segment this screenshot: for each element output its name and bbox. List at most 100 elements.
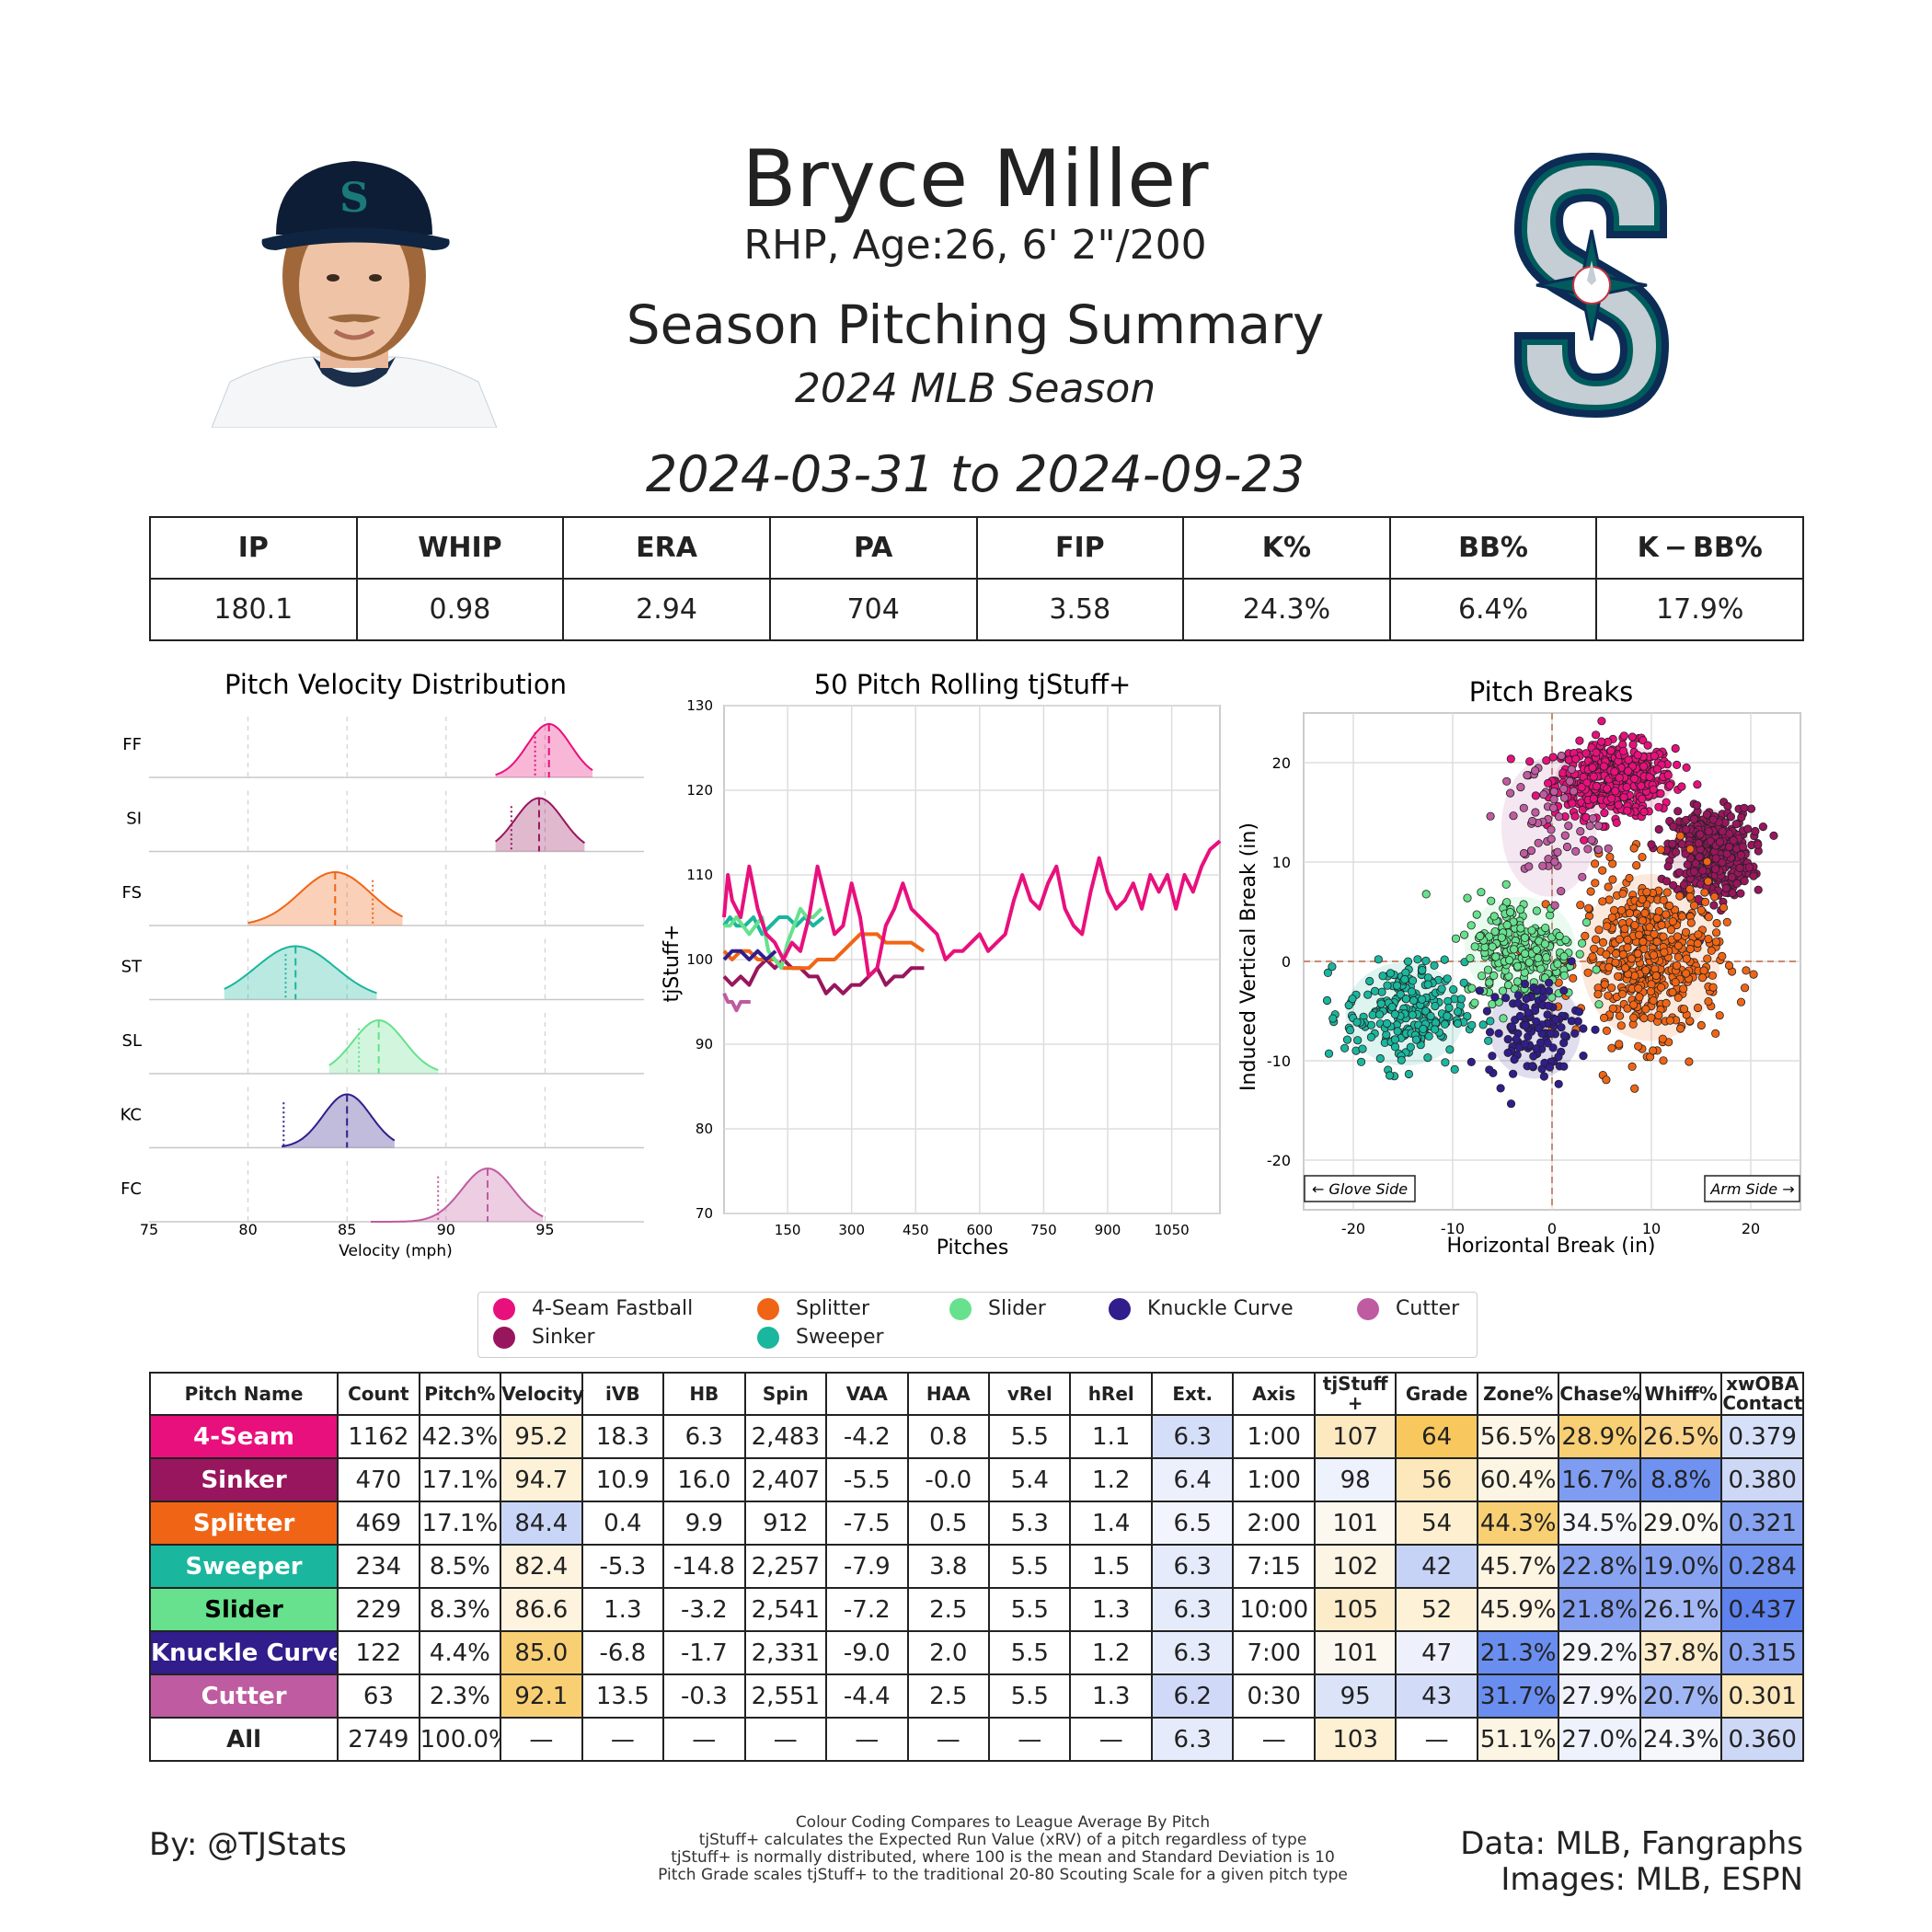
breaks-point-fs	[1629, 1000, 1639, 1009]
pitch-table-cell: 28.9%	[1558, 1414, 1641, 1459]
breaks-point-st	[1467, 1020, 1477, 1029]
breaks-point-fs	[1679, 1005, 1689, 1014]
pitch-table-cell: 122	[337, 1630, 420, 1675]
breaks-point-fs	[1639, 937, 1648, 947]
legend-label-st: Sweeper	[796, 1326, 884, 1349]
pitch-table-cell: 6.2	[1150, 1673, 1235, 1719]
breaks-point-kc	[1543, 1010, 1552, 1019]
breaks-point-st	[1459, 978, 1468, 987]
pitch-table-header: Velocity	[500, 1372, 584, 1416]
breaks-point-fs	[1696, 1020, 1706, 1030]
breaks-point-fs	[1679, 984, 1688, 994]
breaks-point-st	[1443, 1011, 1452, 1020]
breaks-point-fs	[1616, 1021, 1626, 1030]
pitch-table-cell: 0.5	[906, 1501, 991, 1546]
breaks-point-si	[1769, 831, 1778, 840]
breaks-point-ff	[1589, 772, 1598, 781]
breaks-point-st	[1392, 981, 1402, 990]
pitch-table-cell: 6.3	[1150, 1414, 1235, 1459]
breaks-point-kc	[1520, 979, 1530, 989]
breaks-point-sl	[1553, 960, 1562, 969]
breaks-point-fs	[1629, 1013, 1639, 1022]
breaks-point-sl	[1470, 998, 1479, 1007]
breaks-point-ff	[1525, 757, 1535, 766]
pitch-table-cell: 2.5	[906, 1673, 991, 1719]
legend-label-kc: Knuckle Curve	[1147, 1297, 1294, 1320]
pitch-table-cell: 84.4	[500, 1501, 583, 1546]
breaks-point-ff	[1614, 800, 1623, 810]
pitch-table-cell: 2.0	[906, 1630, 991, 1675]
velocity-row-label-sl: SL	[122, 1031, 142, 1051]
pitch-table-cell: 42.3%	[418, 1414, 502, 1459]
pitch-table-cell: -3.2	[662, 1587, 746, 1632]
breaks-point-ff	[1623, 806, 1632, 815]
pitch-table-header: Pitch Name	[148, 1372, 339, 1416]
pitch-table-cell: 82.4	[500, 1544, 583, 1589]
breaks-point-fs	[1635, 993, 1644, 1002]
breaks-point-ff	[1622, 783, 1631, 792]
breaks-point-st	[1363, 990, 1373, 999]
breaks-point-st	[1340, 1043, 1350, 1052]
legend-marker-kc	[1109, 1297, 1131, 1320]
pitch-table-cell: 54	[1395, 1501, 1478, 1546]
breaks-point-kc	[1466, 1057, 1476, 1066]
breaks-point-st	[1409, 976, 1418, 985]
breaks-point-fs	[1632, 861, 1641, 870]
pitch-table-cell: 5.5	[987, 1587, 1072, 1632]
breaks-point-fc	[1534, 838, 1543, 847]
pitch-table-cell: -1.7	[662, 1630, 746, 1675]
breaks-point-ff	[1627, 732, 1637, 742]
breaks-point-ff	[1592, 748, 1601, 757]
breaks-point-fs	[1724, 960, 1734, 971]
pitch-table-cell: 0.380	[1720, 1457, 1804, 1502]
pitch-name-cell: All	[148, 1717, 339, 1762]
pitch-table-header: Count	[337, 1372, 420, 1416]
table-row: Knuckle Curve 122 4.4% 85.0 -6.8 -1.7 2,331 -9.…	[148, 1630, 1804, 1675]
legend-marker-fs	[757, 1297, 779, 1320]
breaks-point-kc	[1557, 1023, 1566, 1032]
pitch-table-cell: 2.3%	[418, 1673, 502, 1719]
breaks-point-fs	[1659, 1056, 1668, 1065]
breaks-point-fs	[1600, 980, 1609, 989]
breaks-point-kc	[1559, 1031, 1569, 1041]
breaks-point-si	[1698, 866, 1708, 875]
breaks-point-si	[1668, 880, 1678, 890]
summary-value-bb-pct: 6.4%	[1388, 578, 1598, 641]
pitch-table-cell: 0.321	[1720, 1501, 1804, 1546]
breaks-point-sl	[1581, 917, 1592, 927]
pitch-table-cell: 6.3	[1150, 1717, 1235, 1762]
data-credits: Data: MLB, Fangraphs Images: MLB, ESPN	[1343, 1826, 1803, 1898]
breaks-point-st	[1358, 1044, 1367, 1053]
breaks-point-st	[1383, 1018, 1392, 1029]
table-row: Sweeper 234 8.5% 82.4 -5.3 -14.8 2,257 -7.9 3.8 5…	[148, 1544, 1804, 1589]
breaks-point-st	[1431, 1025, 1440, 1034]
breaks-point-fs	[1697, 973, 1708, 983]
breaks-point-st	[1357, 1057, 1366, 1066]
pitch-metrics-table: Pitch Name Count Pitch% Velocity iVB HB Spin VA…	[148, 1372, 1804, 1762]
breaks-point-fs	[1593, 990, 1603, 999]
breaks-point-fs	[1685, 944, 1695, 954]
pitch-table-cell: 52	[1395, 1587, 1478, 1632]
pitch-table-cell: 1.2	[1069, 1630, 1153, 1675]
breaks-point-fc	[1530, 766, 1540, 776]
breaks-point-fc	[1593, 845, 1604, 855]
breaks-point-fs	[1696, 905, 1706, 914]
breaks-point-kc	[1521, 1021, 1530, 1030]
breaks-point-fs	[1658, 1034, 1667, 1043]
breaks-point-fc	[1509, 811, 1518, 821]
breaks-x-tick-label: -20	[1341, 1220, 1365, 1237]
breaks-point-fs	[1569, 973, 1578, 983]
breaks-point-si	[1689, 814, 1698, 823]
pitch-name-cell: Knuckle Curve	[148, 1630, 339, 1675]
breaks-point-kc	[1559, 1062, 1569, 1071]
breaks-point-si	[1696, 830, 1705, 839]
pitch-table-cell: 0.437	[1720, 1587, 1804, 1632]
breaks-y-axis-label: Induced Vertical Break (in)	[1237, 822, 1260, 1091]
rolling-x-tick-label: 150	[775, 1222, 801, 1238]
pitch-name-cell: Sweeper	[148, 1544, 339, 1589]
velocity-density-ff	[495, 724, 593, 777]
breaks-point-si	[1709, 901, 1719, 910]
legend-marker-st	[757, 1326, 779, 1349]
pitch-name-cell: Slider	[148, 1587, 339, 1632]
breaks-point-st	[1421, 1006, 1431, 1016]
